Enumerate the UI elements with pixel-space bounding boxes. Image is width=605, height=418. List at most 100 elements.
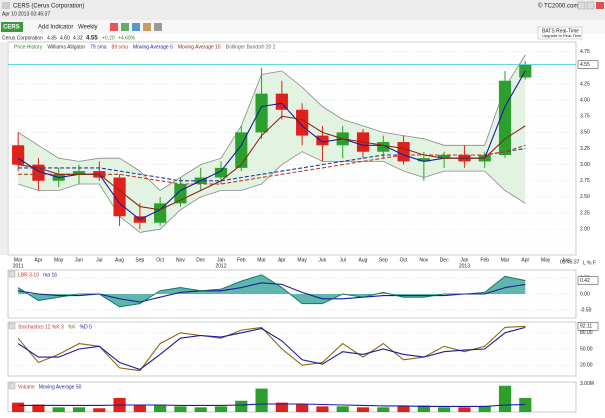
volume-bar: [336, 406, 349, 412]
x-tick-label: Jun: [562, 257, 570, 263]
volume-bar: [52, 407, 65, 412]
candle-body: [296, 109, 309, 136]
volume-bar: [194, 407, 207, 412]
x-tick-label: Apr: [521, 257, 529, 263]
value-box: [577, 322, 599, 331]
candle-body: [235, 132, 248, 168]
add-indicator-button[interactable]: Add Indicator: [38, 25, 73, 31]
minimize-button[interactable]: [577, 1, 586, 10]
volume-bar: [397, 406, 410, 412]
panel-legend: %D 5: [80, 324, 92, 330]
x-tick-label: Nov: [176, 257, 185, 263]
candle-body: [438, 154, 451, 159]
indicator-line: [17, 326, 526, 371]
quote-change: +0.20: [102, 35, 115, 41]
x-tick-label: Apr: [278, 257, 286, 263]
tool-icon[interactable]: [132, 23, 140, 31]
panel-legend: Stochastics 12 %K 3: [18, 324, 64, 330]
panel-legend: Moving Average 50: [39, 384, 82, 390]
x-tick-label: Feb: [480, 257, 489, 263]
y-tick-label: 4.75: [580, 49, 590, 55]
candle-body: [397, 142, 410, 162]
x-tick-label: Mar: [257, 257, 266, 263]
legend-entry: Williams Alligator: [47, 44, 85, 50]
band-lower: [17, 151, 526, 233]
y-tick-label: 0.00: [580, 291, 590, 297]
panel-header: [8, 382, 16, 390]
x-tick-label: Jun: [75, 257, 83, 263]
volume-bar: [93, 408, 106, 412]
indicator-line: [18, 115, 526, 211]
timestamp: Apr 10 2013 03:45:37: [2, 11, 50, 17]
band-fill: [18, 54, 526, 233]
copyright: © TC2000.com: [538, 3, 578, 10]
symbol-box[interactable]: [1, 22, 23, 32]
y-tick-label: 2.25: [580, 210, 590, 216]
y-tick-label: 3.50: [580, 130, 590, 136]
y-tick-label: 3.00M: [580, 381, 594, 387]
feed-note: Upgrade to Real-Time: [542, 33, 582, 38]
indicator-line: [18, 403, 526, 407]
y-tick-label: 3.25: [580, 146, 590, 152]
y-tick-label: 3.75: [580, 114, 590, 120]
feed-button[interactable]: [537, 26, 583, 40]
candle-body: [72, 171, 86, 175]
tool-icon[interactable]: [110, 23, 118, 31]
volume-bar: [417, 405, 430, 412]
scale-controls[interactable]: L % F: [583, 260, 596, 266]
x-tick-label: Jun: [318, 257, 326, 263]
volume-bar: [32, 404, 45, 412]
volume-bar: [154, 405, 167, 412]
quote-change-pct: +4.60%: [118, 35, 136, 41]
candle-body: [255, 93, 268, 133]
x-tick-label: Mar: [14, 257, 23, 263]
volume-bar: [214, 406, 228, 412]
chart-time: 03:45:37: [560, 259, 580, 265]
x-tick-label: Aug: [359, 257, 368, 263]
volume-bar: [478, 406, 491, 412]
y-tick-label: 80.00: [580, 330, 593, 336]
x-tick-label: Jul: [340, 257, 346, 263]
symbol: CERS: [3, 25, 20, 31]
volume-bar: [235, 400, 248, 412]
tool-icon[interactable]: [154, 23, 162, 31]
volume-bar: [12, 402, 25, 412]
candle-body: [113, 177, 126, 217]
panel-legend: %K: [68, 324, 76, 330]
tool-icon[interactable]: [121, 23, 129, 31]
legend-entry: Bollinger Bands® 20 2: [226, 43, 276, 50]
x-tick-label: Apr: [35, 257, 43, 263]
close-button[interactable]: [596, 2, 604, 9]
volume-bar: [275, 402, 288, 412]
x-year-label: 2013: [459, 263, 470, 269]
x-tick-label: Mar: [501, 257, 510, 263]
y-tick-label: -0.50: [580, 307, 592, 313]
volume-bar: [174, 406, 187, 412]
y-tick-label: 3.00: [580, 162, 590, 168]
maximize-button[interactable]: [586, 1, 595, 10]
side-rail[interactable]: [0, 42, 7, 255]
value-box: [577, 276, 599, 285]
indicator-line: [17, 325, 526, 372]
tool-icon[interactable]: [143, 23, 151, 31]
panel-frame: [7, 321, 577, 377]
volume-bar: [296, 404, 309, 412]
window-title: CERS (Cerus Corporation): [13, 4, 84, 10]
volume-bar: [133, 404, 146, 412]
volume-bar: [72, 407, 86, 412]
area-fill: [18, 274, 526, 307]
band-upper: [17, 54, 526, 192]
volume-bar: [438, 407, 451, 412]
panel-legend: Volume: [18, 384, 35, 390]
x-tick-label: Dec: [440, 257, 449, 263]
x-tick-label: Sep: [379, 257, 388, 263]
quote-low: 4.32: [73, 35, 83, 41]
period-dropdown[interactable]: Weekly: [78, 25, 98, 31]
indicator-line: [17, 70, 526, 221]
volume-bar: [498, 385, 512, 412]
x-tick-label: Feb: [237, 257, 246, 263]
x-tick-label: May: [297, 257, 307, 263]
x-tick-label: May: [54, 257, 64, 263]
